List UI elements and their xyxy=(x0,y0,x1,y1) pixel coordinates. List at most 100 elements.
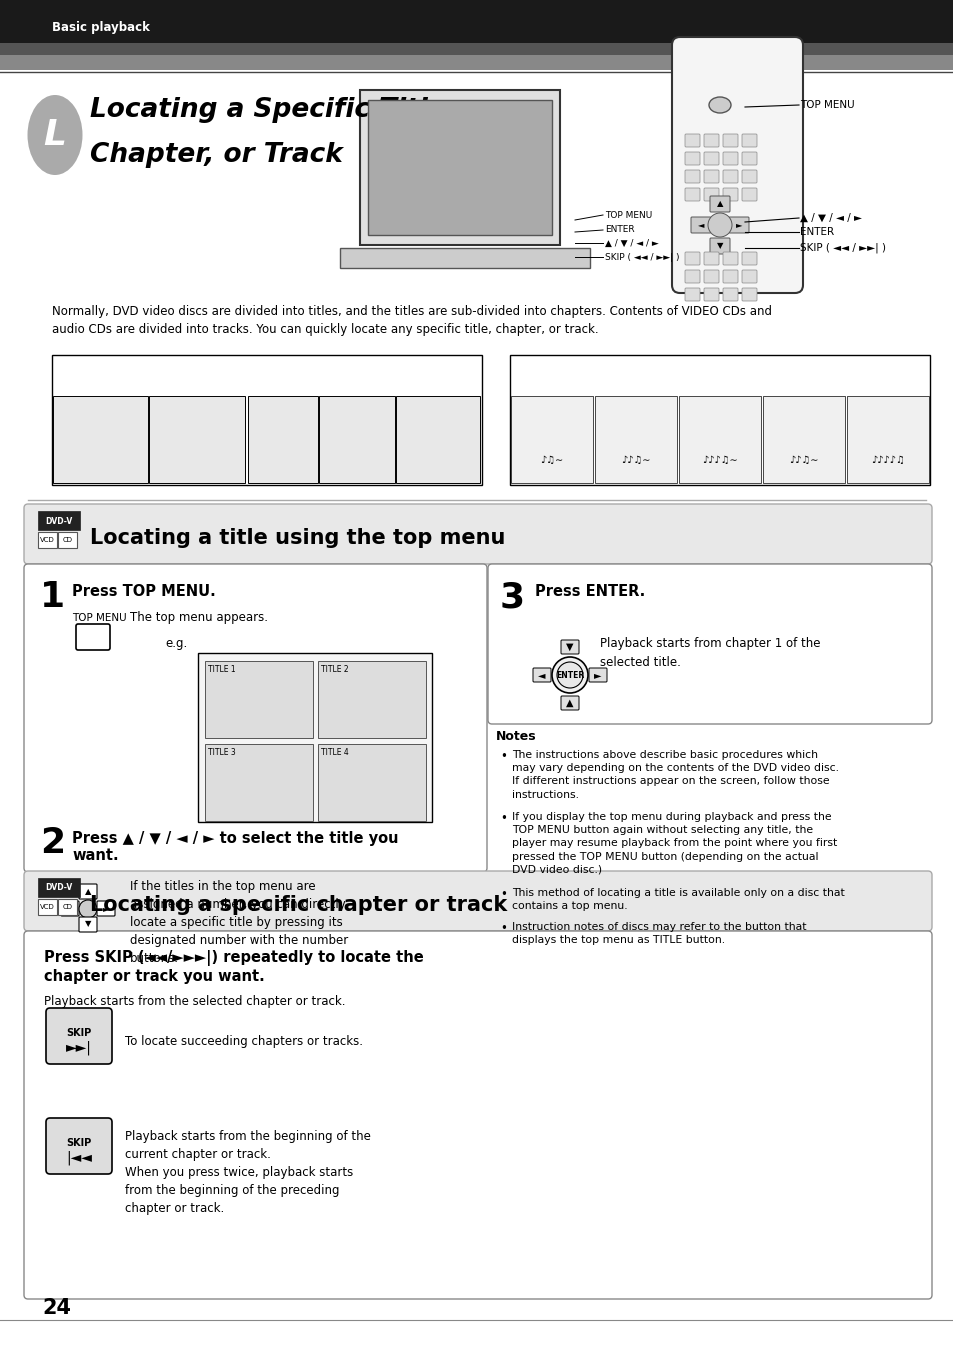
Text: DVD-V: DVD-V xyxy=(46,883,72,892)
FancyBboxPatch shape xyxy=(318,396,395,483)
Text: Chapter 3: Chapter 3 xyxy=(411,390,456,400)
Text: ♪♪♫∼: ♪♪♫∼ xyxy=(620,455,650,464)
Text: Chapter, or Track: Chapter, or Track xyxy=(90,141,342,168)
FancyBboxPatch shape xyxy=(722,170,738,183)
FancyBboxPatch shape xyxy=(79,884,97,899)
Text: audio CDs are divided into tracks. You can quickly locate any specific title, ch: audio CDs are divided into tracks. You c… xyxy=(52,323,598,336)
Polygon shape xyxy=(359,90,559,245)
FancyBboxPatch shape xyxy=(97,900,115,917)
Text: Chapter 2: Chapter 2 xyxy=(332,390,376,400)
FancyBboxPatch shape xyxy=(684,252,700,265)
FancyBboxPatch shape xyxy=(24,871,931,931)
FancyBboxPatch shape xyxy=(703,252,719,265)
Text: Chapter 2: Chapter 2 xyxy=(172,390,217,400)
FancyBboxPatch shape xyxy=(722,188,738,201)
Text: Track 4: Track 4 xyxy=(784,380,821,390)
FancyBboxPatch shape xyxy=(709,197,729,213)
Text: This method of locating a title is available only on a disc that
contains a top : This method of locating a title is avail… xyxy=(512,888,843,911)
Text: DVD video disc: DVD video disc xyxy=(225,355,309,365)
Text: CD: CD xyxy=(63,905,72,910)
Text: Normally, DVD video discs are divided into titles, and the titles are sub-divide: Normally, DVD video discs are divided in… xyxy=(52,306,771,318)
Text: 2: 2 xyxy=(40,826,65,860)
Text: TITLE 4: TITLE 4 xyxy=(320,748,349,756)
FancyBboxPatch shape xyxy=(317,661,426,738)
FancyBboxPatch shape xyxy=(205,744,313,821)
Text: ▼: ▼ xyxy=(85,919,91,929)
FancyBboxPatch shape xyxy=(722,152,738,166)
Text: VIDEO CD/Audio CD: VIDEO CD/Audio CD xyxy=(664,355,774,365)
FancyBboxPatch shape xyxy=(741,135,757,147)
Text: ▼: ▼ xyxy=(566,642,573,651)
FancyBboxPatch shape xyxy=(61,900,79,917)
Text: Track 1: Track 1 xyxy=(533,380,570,390)
Text: Track 2: Track 2 xyxy=(617,380,654,390)
FancyBboxPatch shape xyxy=(722,252,738,265)
Circle shape xyxy=(707,213,731,237)
FancyBboxPatch shape xyxy=(560,639,578,654)
FancyBboxPatch shape xyxy=(741,252,757,265)
Text: Press SKIP (◄◄/►►►|) repeatedly to locate the: Press SKIP (◄◄/►►►|) repeatedly to locat… xyxy=(44,950,423,966)
FancyBboxPatch shape xyxy=(38,511,80,530)
Text: ENTER: ENTER xyxy=(800,227,833,237)
Text: want.: want. xyxy=(71,848,118,864)
Text: Playback starts from the beginning of the
current chapter or track.
When you pre: Playback starts from the beginning of th… xyxy=(125,1131,371,1215)
Text: •: • xyxy=(499,888,506,900)
Text: ►: ► xyxy=(594,670,601,680)
Text: ▲: ▲ xyxy=(716,199,722,209)
Polygon shape xyxy=(368,100,552,236)
Text: ▲ / ▼ / ◄ / ►: ▲ / ▼ / ◄ / ► xyxy=(604,238,659,248)
Text: Chapter 1: Chapter 1 xyxy=(77,390,122,400)
Text: TITLE 1: TITLE 1 xyxy=(208,665,235,674)
FancyBboxPatch shape xyxy=(741,188,757,201)
FancyBboxPatch shape xyxy=(488,564,931,724)
FancyBboxPatch shape xyxy=(533,668,551,682)
FancyBboxPatch shape xyxy=(703,170,719,183)
Text: VCD: VCD xyxy=(40,537,55,542)
Text: •: • xyxy=(499,922,506,935)
FancyBboxPatch shape xyxy=(38,899,57,915)
Text: ◄: ◄ xyxy=(537,670,545,680)
Text: Press ENTER.: Press ENTER. xyxy=(535,584,644,599)
Text: The instructions above describe basic procedures which
may vary depending on the: The instructions above describe basic pr… xyxy=(512,750,838,800)
FancyBboxPatch shape xyxy=(703,271,719,283)
FancyBboxPatch shape xyxy=(679,396,760,483)
FancyBboxPatch shape xyxy=(248,396,317,483)
FancyBboxPatch shape xyxy=(46,1008,112,1063)
FancyBboxPatch shape xyxy=(53,396,148,483)
FancyBboxPatch shape xyxy=(728,217,748,233)
Text: Notes: Notes xyxy=(496,730,536,743)
Text: If you display the top menu during playback and press the
TOP MENU button again : If you display the top menu during playb… xyxy=(512,812,837,875)
Text: TITLE 3: TITLE 3 xyxy=(208,748,235,756)
Text: Locating a title using the top menu: Locating a title using the top menu xyxy=(90,528,505,548)
Text: ♪♪♫∼: ♪♪♫∼ xyxy=(788,455,818,464)
Text: TOP MENU: TOP MENU xyxy=(71,612,127,623)
Text: ♪♪♪♪♫: ♪♪♪♪♫ xyxy=(870,455,904,464)
FancyBboxPatch shape xyxy=(46,1119,112,1174)
Text: To locate succeeding chapters or tracks.: To locate succeeding chapters or tracks. xyxy=(125,1035,363,1049)
Text: 3: 3 xyxy=(499,580,524,614)
Text: 24: 24 xyxy=(42,1298,71,1318)
FancyBboxPatch shape xyxy=(703,152,719,166)
Text: ▲: ▲ xyxy=(566,699,573,708)
Text: TITLE 2: TITLE 2 xyxy=(320,665,348,674)
Text: Instruction notes of discs may refer to the button that
displays the top menu as: Instruction notes of discs may refer to … xyxy=(512,922,805,945)
FancyBboxPatch shape xyxy=(24,503,931,564)
FancyBboxPatch shape xyxy=(79,917,97,931)
FancyBboxPatch shape xyxy=(703,135,719,147)
Circle shape xyxy=(557,662,582,688)
FancyBboxPatch shape xyxy=(684,271,700,283)
FancyBboxPatch shape xyxy=(684,188,700,201)
Text: L: L xyxy=(44,118,67,152)
Text: chapter or track you want.: chapter or track you want. xyxy=(44,969,265,984)
Text: CD: CD xyxy=(63,537,72,542)
Text: SKIP ( ◄◄ / ►►| ): SKIP ( ◄◄ / ►►| ) xyxy=(604,253,679,261)
FancyBboxPatch shape xyxy=(684,170,700,183)
FancyBboxPatch shape xyxy=(58,899,77,915)
FancyBboxPatch shape xyxy=(722,271,738,283)
Text: SKIP: SKIP xyxy=(67,1137,91,1148)
FancyBboxPatch shape xyxy=(709,238,729,254)
Text: TOP MENU: TOP MENU xyxy=(604,210,652,219)
FancyBboxPatch shape xyxy=(560,696,578,709)
FancyBboxPatch shape xyxy=(741,170,757,183)
Text: ►►|: ►►| xyxy=(66,1040,91,1055)
